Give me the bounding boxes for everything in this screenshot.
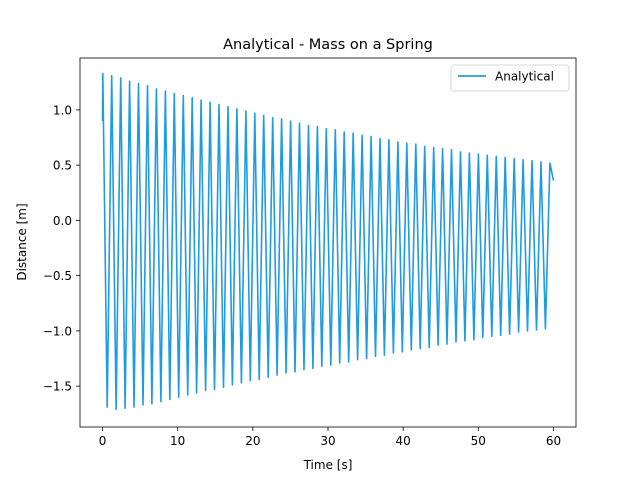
x-tick-label: 50 xyxy=(471,434,486,448)
y-tick-label: 1.0 xyxy=(53,103,72,117)
legend-box xyxy=(450,64,570,92)
x-tick-label: 20 xyxy=(245,434,260,448)
x-tick-label: 60 xyxy=(546,434,561,448)
x-tick-label: 40 xyxy=(396,434,411,448)
x-axis-title: Time [s] xyxy=(303,458,353,472)
x-axis-ticks: 0 10 20 30 40 50 60 xyxy=(99,427,561,448)
y-tick-label: 0.5 xyxy=(53,159,72,173)
x-tick-label: 0 xyxy=(99,434,107,448)
legend-label-analytical: Analytical xyxy=(495,70,554,84)
y-tick-label: −1.5 xyxy=(43,380,72,394)
x-tick-label: 10 xyxy=(170,434,185,448)
y-axis-title: Distance [m] xyxy=(15,203,29,280)
plot-frame xyxy=(79,57,577,428)
y-tick-label: −0.5 xyxy=(43,269,72,283)
series-line-analytical xyxy=(101,72,555,411)
y-axis-ticks: −1.5 −1.0 −0.5 0.0 0.5 1.0 xyxy=(43,103,80,394)
y-tick-label: −1.0 xyxy=(43,324,72,338)
x-tick-label: 30 xyxy=(320,434,335,448)
legend: Analytical xyxy=(450,64,570,92)
y-tick-label: 0.0 xyxy=(53,214,72,228)
chart-title: Analytical - Mass on a Spring xyxy=(223,37,433,53)
